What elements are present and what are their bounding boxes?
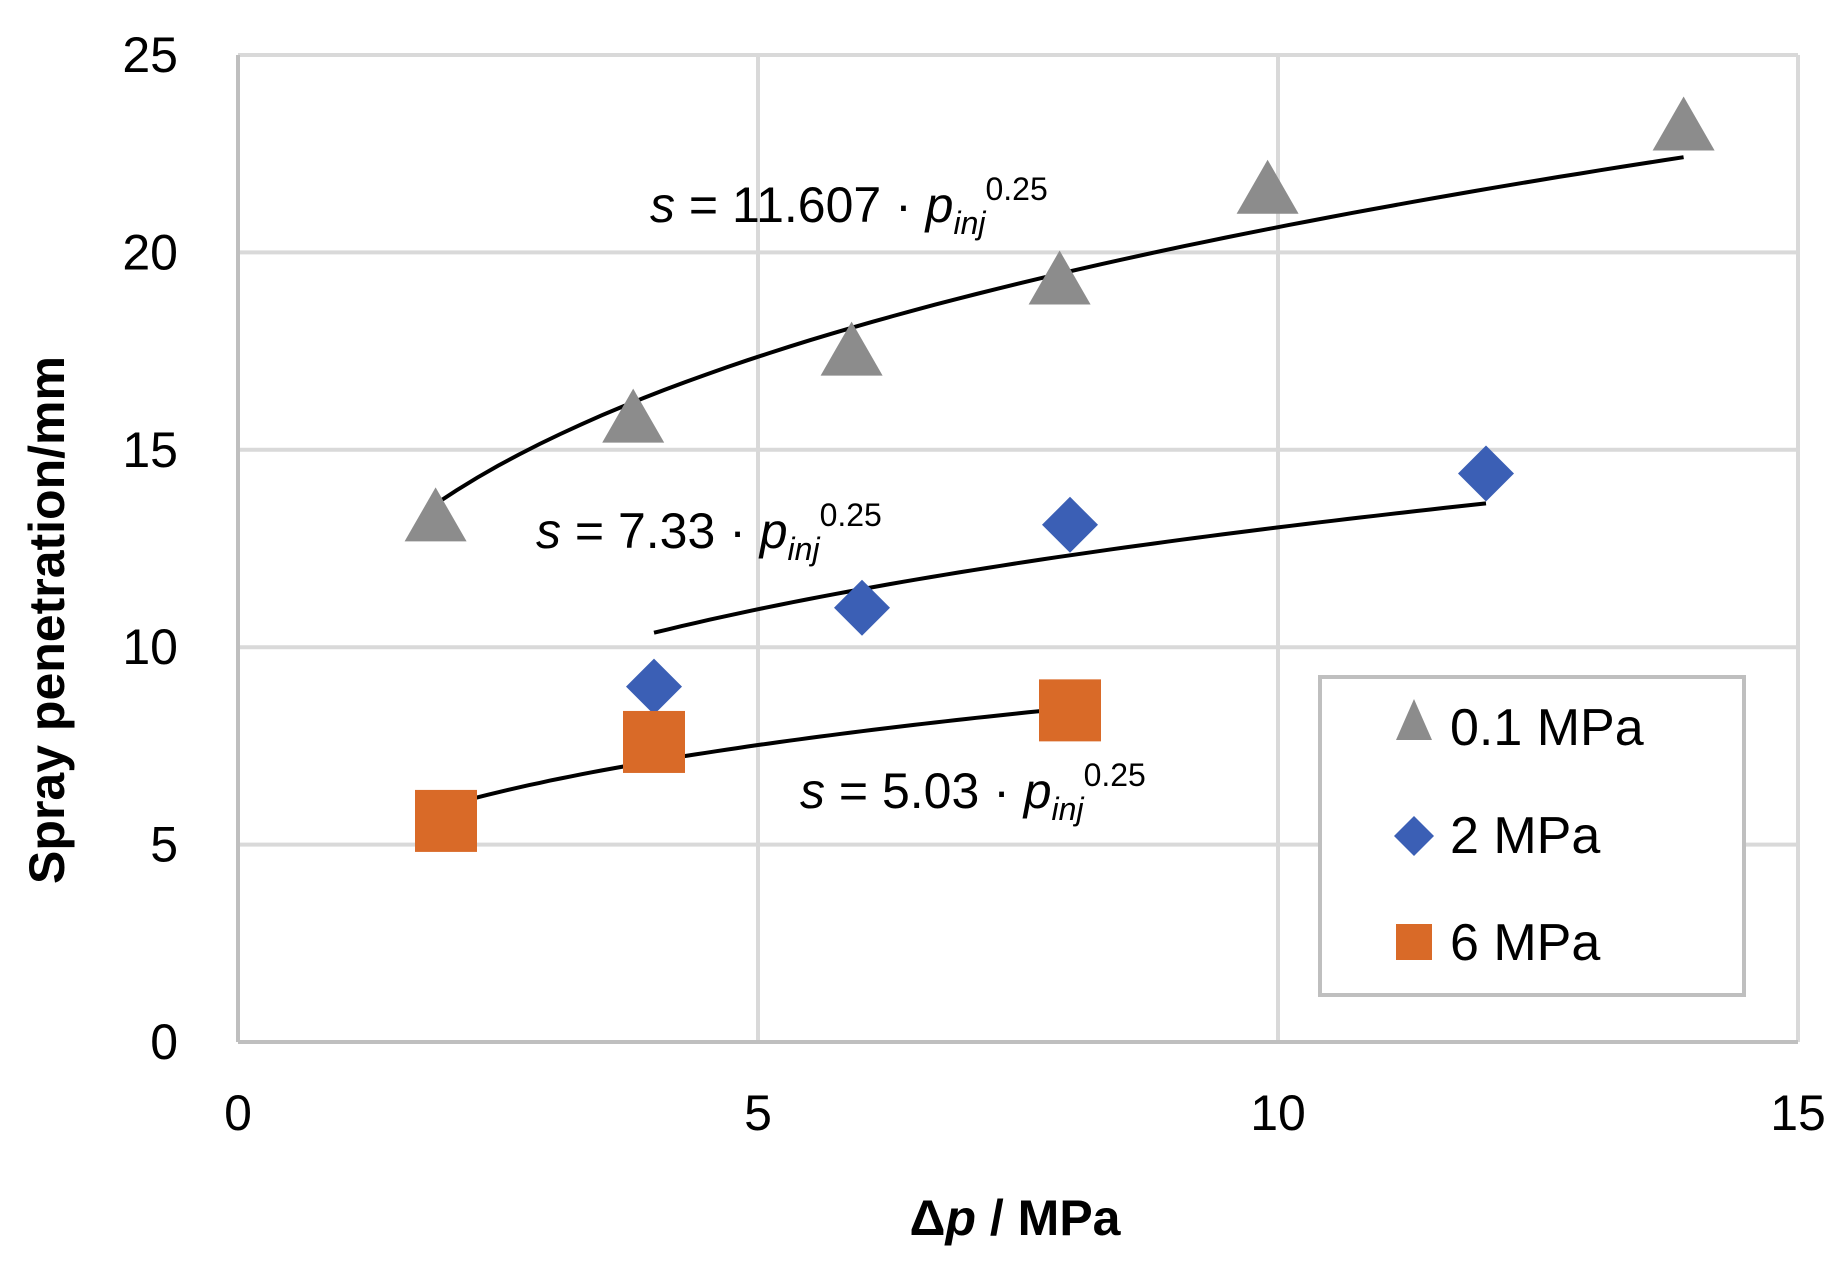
data-point-0-2 xyxy=(820,321,883,376)
y-tick-label-25: 25 xyxy=(122,27,178,83)
y-tick-label-0: 0 xyxy=(150,1014,178,1070)
y-tick-label-10: 10 xyxy=(122,619,178,675)
y-tick-label-20: 20 xyxy=(122,224,178,280)
data-point-0-0 xyxy=(404,487,467,542)
x-tick-label-5: 5 xyxy=(744,1085,772,1141)
data-point-1-1 xyxy=(834,579,890,636)
legend-label-2-mpa: 2 MPa xyxy=(1450,807,1600,865)
data-point-1-3 xyxy=(1458,445,1514,502)
data-point-0-3 xyxy=(1028,250,1091,305)
legend-marker-diamond xyxy=(1394,816,1434,856)
data-point-2-0 xyxy=(415,789,477,852)
x-axis-title: Δp / MPa xyxy=(910,1190,1122,1246)
fit-label-0.1-mpa: s = 11.607 · pinj0.25 xyxy=(650,171,1048,241)
x-tick-label-10: 10 xyxy=(1250,1085,1306,1141)
data-point-2-1 xyxy=(623,710,685,773)
legend-label-6-mpa: 6 MPa xyxy=(1450,914,1600,972)
legend-marker-square xyxy=(1396,924,1432,960)
legend-label-0.1-mpa: 0.1 MPa xyxy=(1450,699,1644,757)
data-point-2-2 xyxy=(1039,679,1101,742)
data-point-1-0 xyxy=(626,658,682,715)
x-tick-label-0: 0 xyxy=(224,1085,252,1141)
fit-label-2-mpa: s = 7.33 · pinj0.25 xyxy=(536,497,882,567)
axes: 0 5 10 15 0 5 10 15 20 25 xyxy=(122,27,1825,1141)
legend: 0.1 MPa 2 MPa 6 MPa xyxy=(1318,675,1746,997)
y-tick-label-5: 5 xyxy=(150,817,178,873)
x-tick-label-15: 15 xyxy=(1770,1085,1826,1141)
y-axis-title: Spray penetration/mm xyxy=(19,356,75,884)
fit-curve-1 xyxy=(653,501,1487,635)
fit-curve-2 xyxy=(445,706,1071,808)
data-point-1-2 xyxy=(1042,496,1098,553)
fit-curve-0 xyxy=(434,155,1684,506)
data-points xyxy=(404,96,1715,852)
data-point-0-1 xyxy=(602,388,665,443)
y-tick-label-15: 15 xyxy=(122,422,178,478)
data-point-0-4 xyxy=(1236,159,1299,214)
legend-box xyxy=(1318,675,1746,997)
data-point-0-5 xyxy=(1652,96,1715,151)
legend-marker-triangle xyxy=(1396,699,1432,740)
fit-label-6-mpa: s = 5.03 · pinj0.25 xyxy=(800,757,1146,827)
